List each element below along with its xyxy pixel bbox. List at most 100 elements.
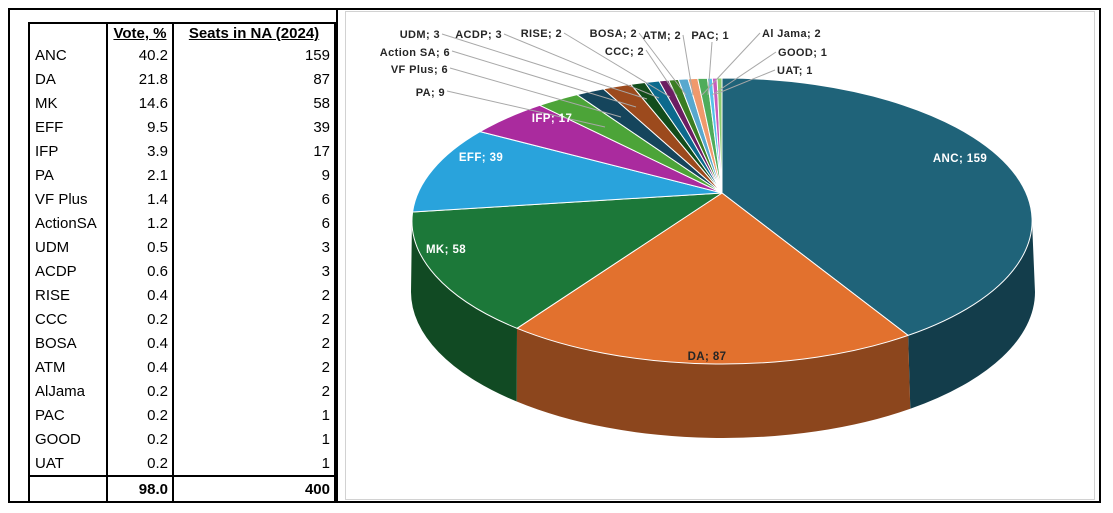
seats-cell[interactable]: 2 — [321, 310, 330, 328]
pie-slice-uat[interactable] — [716, 77, 723, 194]
vote-cell[interactable]: 0.2 — [108, 307, 174, 331]
party-cell[interactable]: ANC — [30, 43, 108, 67]
pie-slice-side-mk[interactable] — [411, 221, 517, 402]
seats-cell[interactable]: 87 — [313, 70, 330, 88]
leader-line-actionsa — [451, 50, 637, 108]
seats-cell[interactable]: 39 — [313, 118, 330, 136]
party-cell[interactable]: IFP — [30, 139, 108, 163]
pie-label-eff: EFF; 39 — [459, 152, 503, 164]
party-cell[interactable]: CCC — [30, 307, 108, 331]
leader-line-bosa — [638, 32, 687, 96]
results-table: Vote, % Seats in NA (2024) ANC 40.2 159 DA 2… — [28, 22, 336, 503]
callout-label-vf-plus: VF Plus; 6 — [391, 64, 448, 76]
pie-slice-da[interactable] — [516, 192, 909, 365]
party-cell[interactable]: UDM — [30, 235, 108, 259]
party-cell[interactable]: GOOD — [30, 427, 108, 451]
vote-cell[interactable]: 21.8 — [108, 67, 174, 91]
pie-label-mk: MK; 58 — [426, 244, 466, 256]
leader-line-uat — [715, 69, 776, 95]
vote-header[interactable]: Vote, % — [108, 24, 174, 43]
vote-cell[interactable]: 14.6 — [108, 91, 174, 115]
seats-cell[interactable]: 1 — [321, 430, 330, 448]
party-cell[interactable]: AlJama — [30, 379, 108, 403]
callout-label-rise: RISE; 2 — [521, 28, 562, 40]
pie-slice-eff[interactable] — [412, 131, 723, 213]
seats-cell[interactable]: 2 — [321, 382, 330, 400]
vote-cell[interactable]: 0.4 — [108, 283, 174, 307]
seats-cell[interactable]: 6 — [321, 214, 330, 232]
leader-line-pac — [707, 41, 713, 96]
party-cell[interactable]: ATM — [30, 355, 108, 379]
vote-cell[interactable]: 2.1 — [108, 163, 174, 187]
vote-cell[interactable]: 0.4 — [108, 355, 174, 379]
vote-cell[interactable]: 0.6 — [108, 259, 174, 283]
vote-cell[interactable]: 0.2 — [108, 427, 174, 451]
leader-line-pa — [446, 90, 606, 128]
party-cell[interactable]: RISE — [30, 283, 108, 307]
vote-cell[interactable]: 0.4 — [108, 331, 174, 355]
party-cell[interactable]: VF Plus — [30, 187, 108, 211]
outer-frame — [8, 8, 1101, 503]
seats-cell[interactable]: 3 — [321, 238, 330, 256]
table-chart-divider — [336, 9, 338, 503]
seats-cell[interactable]: 58 — [313, 94, 330, 112]
vote-cell[interactable]: 0.2 — [108, 379, 174, 403]
leader-line-acdp — [503, 33, 660, 99]
pie-label-da: DA; 87 — [688, 351, 727, 363]
seats-cell[interactable]: 9 — [321, 166, 330, 184]
callout-label-ccc: CCC; 2 — [605, 46, 644, 58]
callout-label-bosa: BOSA; 2 — [590, 28, 637, 40]
vote-cell[interactable]: 1.4 — [108, 187, 174, 211]
leader-line-udm — [441, 33, 648, 100]
party-cell[interactable]: ActionSA — [30, 211, 108, 235]
callout-label-pa: PA; 9 — [416, 87, 445, 99]
callout-label-good: GOOD; 1 — [778, 47, 827, 59]
callout-label-actionsa: Action SA; 6 — [380, 47, 450, 59]
leader-line-good — [711, 51, 777, 96]
party-cell[interactable]: EFF — [30, 115, 108, 139]
total-vote-cell[interactable]: 98.0 — [108, 475, 174, 501]
pie-slice-side-anc[interactable] — [908, 221, 1035, 409]
callout-label-udm: UDM; 3 — [400, 29, 440, 41]
callout-label-acdp: ACDP; 3 — [455, 29, 502, 41]
party-cell[interactable]: UAT — [30, 451, 108, 475]
leader-line-ccc — [645, 49, 678, 97]
callout-label-aljama: Al Jama; 2 — [762, 28, 821, 40]
pie-slice-mk[interactable] — [411, 192, 723, 329]
seats-cell[interactable]: 6 — [321, 190, 330, 208]
seats-cell[interactable]: 159 — [304, 46, 330, 64]
party-cell[interactable]: MK — [30, 91, 108, 115]
leader-line-vf-plus — [449, 67, 622, 118]
pie-slice-anc[interactable] — [721, 77, 1033, 336]
party-cell[interactable]: DA — [30, 67, 108, 91]
vote-cell[interactable]: 9.5 — [108, 115, 174, 139]
vote-cell[interactable]: 0.2 — [108, 451, 174, 475]
vote-cell[interactable]: 0.2 — [108, 403, 174, 427]
pie-label-anc: ANC; 159 — [933, 153, 987, 165]
party-cell[interactable]: PA — [30, 163, 108, 187]
seats-header[interactable]: Seats in NA (2024) — [188, 25, 320, 42]
party-cell[interactable]: PAC — [30, 403, 108, 427]
seats-cell[interactable]: 17 — [313, 142, 330, 160]
vote-cell[interactable]: 0.5 — [108, 235, 174, 259]
leader-line-atm — [682, 34, 694, 96]
party-cell[interactable]: BOSA — [30, 331, 108, 355]
vote-cell[interactable]: 40.2 — [108, 43, 174, 67]
vote-cell[interactable]: 3.9 — [108, 139, 174, 163]
seats-cell[interactable]: 3 — [321, 262, 330, 280]
total-label-cell[interactable] — [30, 475, 108, 501]
callout-label-atm: ATM; 2 — [643, 30, 681, 42]
pie-label-ifp: IFP; 17 — [532, 113, 573, 125]
seats-cell[interactable]: 1 — [321, 406, 330, 424]
party-cell[interactable]: ACDP — [30, 259, 108, 283]
callout-label-pac: PAC; 1 — [691, 30, 729, 42]
total-seats-cell[interactable]: 400 — [174, 475, 334, 501]
seats-cell[interactable]: 1 — [321, 454, 330, 472]
corner-cell[interactable] — [30, 24, 108, 43]
seats-cell[interactable]: 2 — [321, 358, 330, 376]
seats-cell[interactable]: 2 — [321, 286, 330, 304]
vote-cell[interactable]: 1.2 — [108, 211, 174, 235]
seats-cell[interactable]: 2 — [321, 334, 330, 352]
